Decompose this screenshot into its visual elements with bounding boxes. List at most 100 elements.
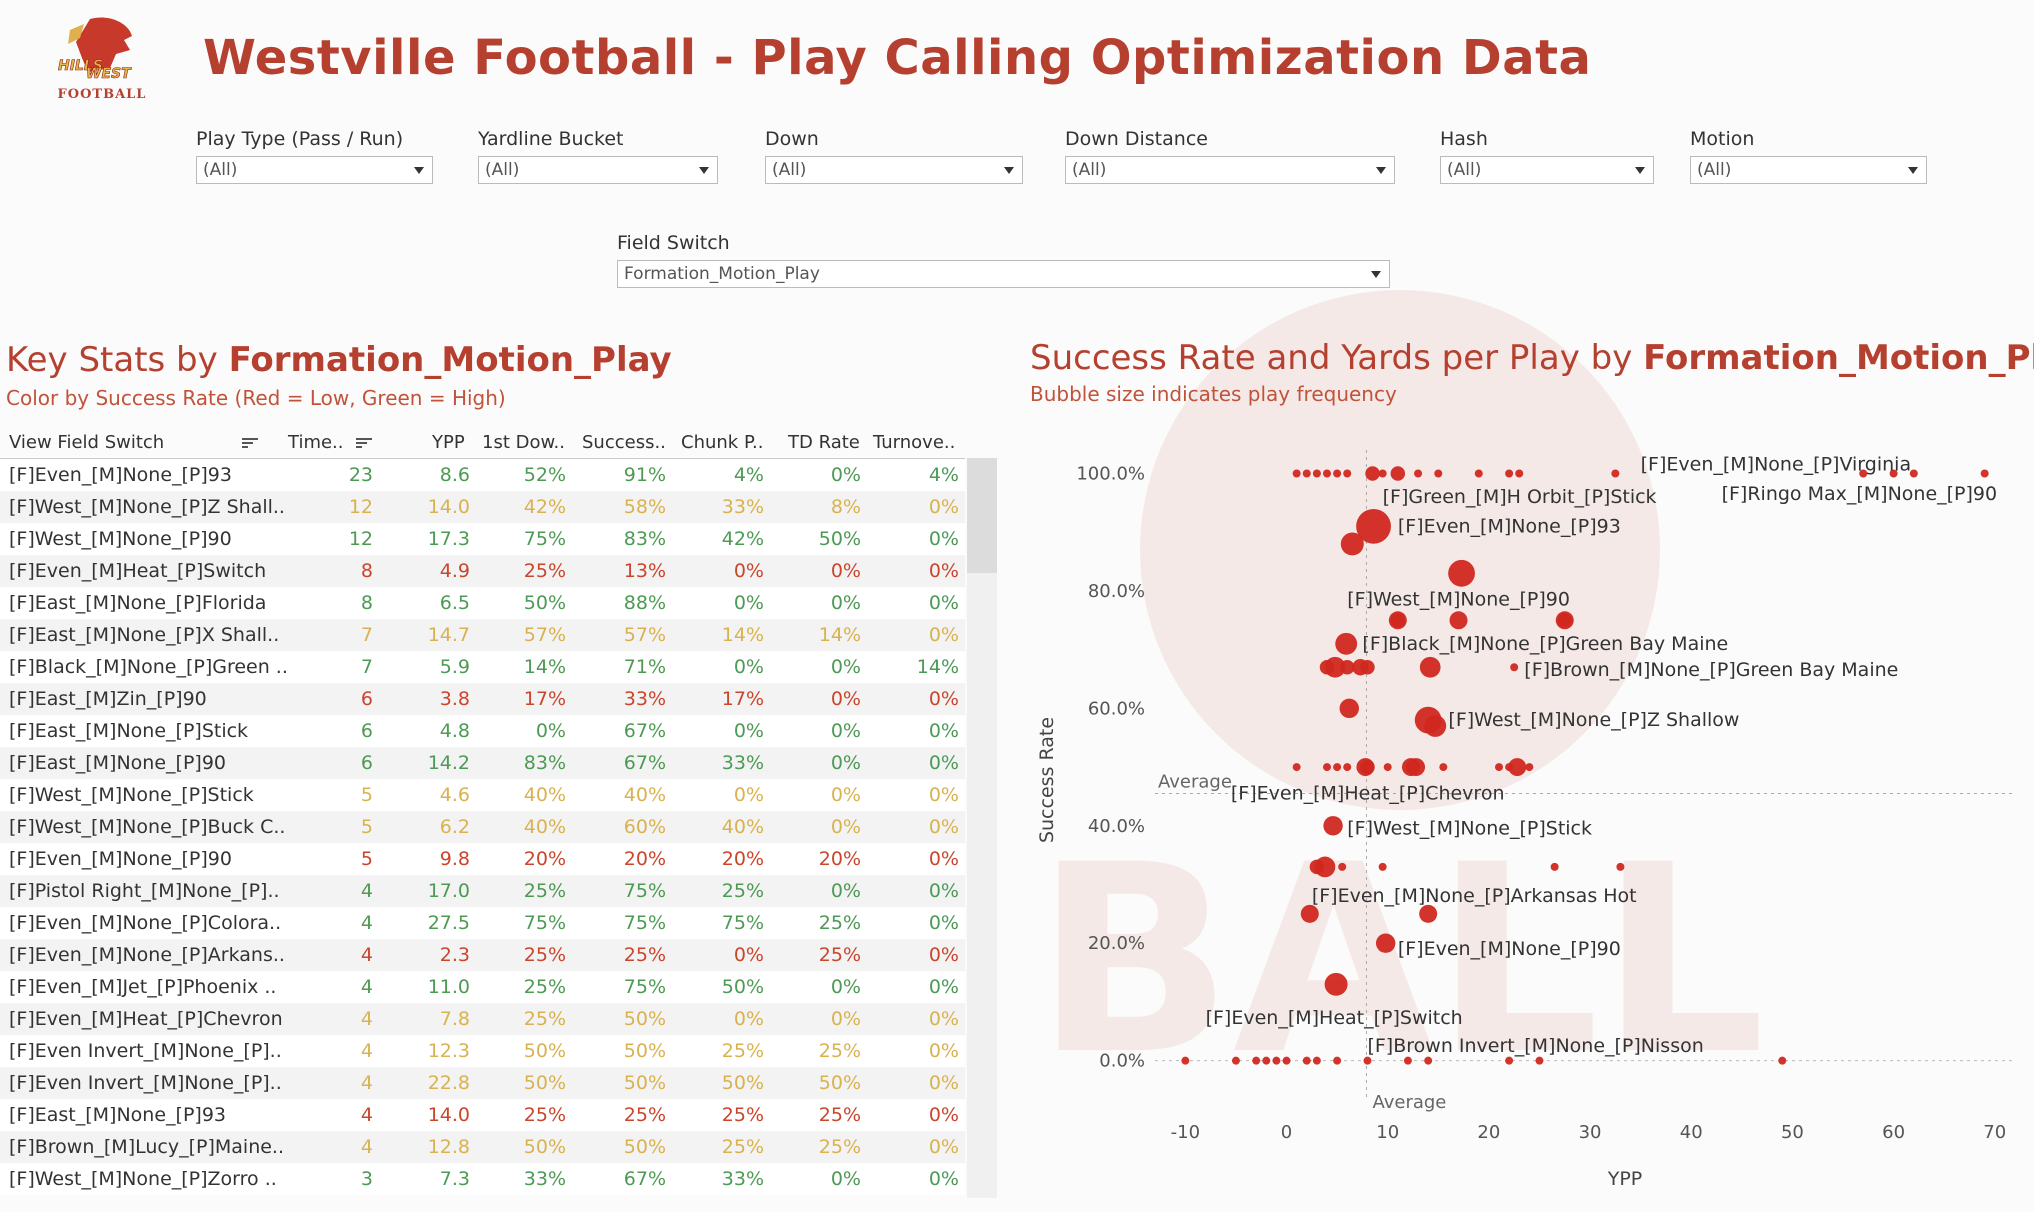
y-axis-title: Success Rate [1036, 717, 1058, 843]
cell-success: 71% [623, 656, 666, 678]
filter-play-type-select[interactable]: (All) [196, 156, 433, 184]
filter-yardline-bucket-select[interactable]: (All) [478, 156, 718, 184]
cell-chunk: 0% [733, 944, 764, 966]
logo-text-1: HILLS [58, 58, 103, 74]
team-logo: HILLS WEST FOOTBALL [58, 17, 145, 102]
cell-times: 4 [360, 944, 373, 966]
col-header-td-rate[interactable]: TD Rate [788, 432, 860, 453]
table-row[interactable]: [F]East_[M]None_[P]X Shall.. 7 14.7 57% 57% 1… [0, 619, 965, 651]
table-row[interactable]: [F]West_[M]None_[P]Stick 5 4.6 40% 40% 0% 0% 0% [0, 779, 965, 811]
cell-chunk: 0% [733, 1008, 764, 1030]
filter-down-distance-select[interactable]: (All) [1065, 156, 1395, 184]
cell-times: 12 [348, 528, 373, 550]
cell-to: 0% [928, 848, 959, 870]
filter-down-select[interactable]: (All) [765, 156, 1023, 184]
cell-first: 40% [523, 784, 566, 806]
table-row[interactable]: [F]Black_[M]None_[P]Green .. 7 5.9 14% 71% 0%… [0, 651, 965, 683]
average-x-label: Average [1372, 1092, 1446, 1113]
filter-value: (All) [485, 160, 520, 180]
point-label: [F]West_[M]None_[P]Stick [1347, 818, 1592, 840]
table-row[interactable]: [F]Even_[M]None_[P]90 5 9.8 20% 20% 20% 20% 0% [0, 843, 965, 875]
row-name: [F]Even_[M]None_[P]93 [9, 464, 232, 486]
table-row[interactable]: [F]Even Invert_[M]None_[P].. 4 12.3 50% 50% 2… [0, 1035, 965, 1067]
cell-first: 40% [523, 816, 566, 838]
filter-motion-select[interactable]: (All) [1690, 156, 1927, 184]
data-point [1405, 759, 1421, 775]
cell-first: 75% [523, 528, 566, 550]
filter-hash-select[interactable]: (All) [1440, 156, 1654, 184]
data-point [1272, 1056, 1281, 1065]
table-row[interactable]: [F]Even_[M]Heat_[P]Chevron 4 7.8 25% 50% 0% 0%… [0, 1003, 965, 1035]
cell-first: 25% [523, 976, 566, 998]
data-point [1338, 862, 1347, 871]
col-header-times[interactable]: Time.. [288, 432, 344, 453]
row-name: [F]West_[M]None_[P]90 [9, 528, 232, 550]
cell-td: 0% [830, 592, 861, 614]
cell-to: 0% [928, 496, 959, 518]
table-row[interactable]: [F]Brown_[M]Lucy_[P]Maine.. 4 12.8 50% 50% 25… [0, 1131, 965, 1163]
data-point [1365, 466, 1380, 481]
table-row[interactable]: [F]Pistol Right_[M]None_[P].. 4 17.0 25% 75%… [0, 875, 965, 907]
chevron-down-icon [699, 167, 709, 174]
cell-times: 23 [348, 464, 373, 486]
cell-to: 0% [928, 944, 959, 966]
table-row[interactable]: [F]East_[M]None_[P]Stick 6 4.8 0% 67% 0% 0% 0% [0, 715, 965, 747]
col-header-chunk[interactable]: Chunk P.. [681, 432, 764, 453]
table-row[interactable]: [F]Even_[M]Jet_[P]Phoenix .. 4 11.0 25% 75% 5… [0, 971, 965, 1003]
filter-value: (All) [772, 160, 807, 180]
table-row[interactable]: [F]East_[M]None_[P]Florida 8 6.5 50% 88% 0% 0%… [0, 587, 965, 619]
chart-title: Success Rate and Yards per Play by Forma… [1030, 338, 2034, 378]
col-header-turnover[interactable]: Turnove.. [873, 432, 956, 453]
data-point [1505, 763, 1514, 772]
col-header-success[interactable]: Success.. [582, 432, 666, 453]
cell-td: 0% [830, 688, 861, 710]
cell-chunk: 50% [721, 1072, 764, 1094]
cell-to: 0% [928, 1040, 959, 1062]
table-row[interactable]: [F]Even Invert_[M]None_[P].. 4 22.8 50% 50% 5… [0, 1067, 965, 1099]
cell-chunk: 50% [721, 976, 764, 998]
cell-success: 50% [623, 1040, 666, 1062]
sort-icon[interactable] [356, 438, 372, 450]
cell-times: 5 [360, 816, 373, 838]
cell-first: 20% [523, 848, 566, 870]
data-point [1302, 469, 1311, 478]
table-row[interactable]: [F]East_[M]None_[P]93 4 14.0 25% 25% 25% 25% 0% [0, 1099, 965, 1131]
cell-chunk: 17% [721, 688, 764, 710]
table-row[interactable]: [F]West_[M]None_[P]Z Shall.. 12 14.0 42% 58%… [0, 491, 965, 523]
cell-times: 4 [360, 1040, 373, 1062]
cell-first: 17% [523, 688, 566, 710]
table-row[interactable]: [F]Even_[M]None_[P]Colora.. 4 27.5 75% 75% 75… [0, 907, 965, 939]
table-row[interactable]: [F]Even_[M]None_[P]93 23 8.6 52% 91% 4% 0% 4% [0, 459, 965, 491]
col-header-first-down[interactable]: 1st Dow.. [482, 432, 565, 453]
col-header-view-field-switch[interactable]: View Field Switch [9, 432, 165, 453]
row-name: [F]Even Invert_[M]None_[P].. [9, 1040, 282, 1062]
table-row[interactable]: [F]East_[M]Zin_[P]90 6 3.8 17% 33% 17% 0% 0% [0, 683, 965, 715]
cell-chunk: 25% [721, 1136, 764, 1158]
point-label: [F]Even_[M]Heat_[P]Chevron [1231, 782, 1505, 804]
cell-ypp: 12.3 [427, 1040, 470, 1062]
table-row[interactable]: [F]Even_[M]Heat_[P]Switch 8 4.9 25% 13% 0% 0% 0… [0, 555, 965, 587]
filter-label: Play Type (Pass / Run) [196, 128, 404, 150]
table-row[interactable]: [F]Even_[M]None_[P]Arkans.. 4 2.3 25% 25% 0% 2… [0, 939, 965, 971]
filter-field-switch: Field Switch Formation_Motion_Play [617, 232, 1390, 288]
table-row[interactable]: [F]West_[M]None_[P]Zorro .. 3 7.3 33% 67% 33%… [0, 1163, 965, 1195]
filter-field-switch-select[interactable]: Formation_Motion_Play [617, 260, 1390, 288]
table-scrollbar[interactable] [967, 458, 997, 1198]
cell-success: 57% [623, 624, 666, 646]
cell-chunk: 0% [733, 784, 764, 806]
cell-chunk: 14% [721, 624, 764, 646]
table-row[interactable]: [F]East_[M]None_[P]90 6 14.2 83% 67% 33% 0% 0% [0, 747, 965, 779]
table-row[interactable]: [F]West_[M]None_[P]90 12 17.3 75% 83% 42% 50% 0… [0, 523, 965, 555]
cell-success: 25% [623, 944, 666, 966]
key-stats-subtitle: Color by Success Rate (Red = Low, Green … [6, 386, 506, 410]
scrollbar-thumb[interactable] [967, 458, 997, 573]
data-point [1383, 763, 1392, 772]
table-row[interactable]: [F]West_[M]None_[P]Buck C.. 5 6.2 40% 60% 40%… [0, 811, 965, 843]
data-point [1324, 972, 1348, 996]
chevron-down-icon [1908, 167, 1918, 174]
point-label: [F]West_[M]None_[P]90 [1347, 589, 1570, 611]
cell-ypp: 7.3 [439, 1168, 470, 1190]
col-header-ypp[interactable]: YPP [432, 432, 465, 453]
cell-to: 0% [928, 880, 959, 902]
sort-icon[interactable] [242, 438, 258, 450]
